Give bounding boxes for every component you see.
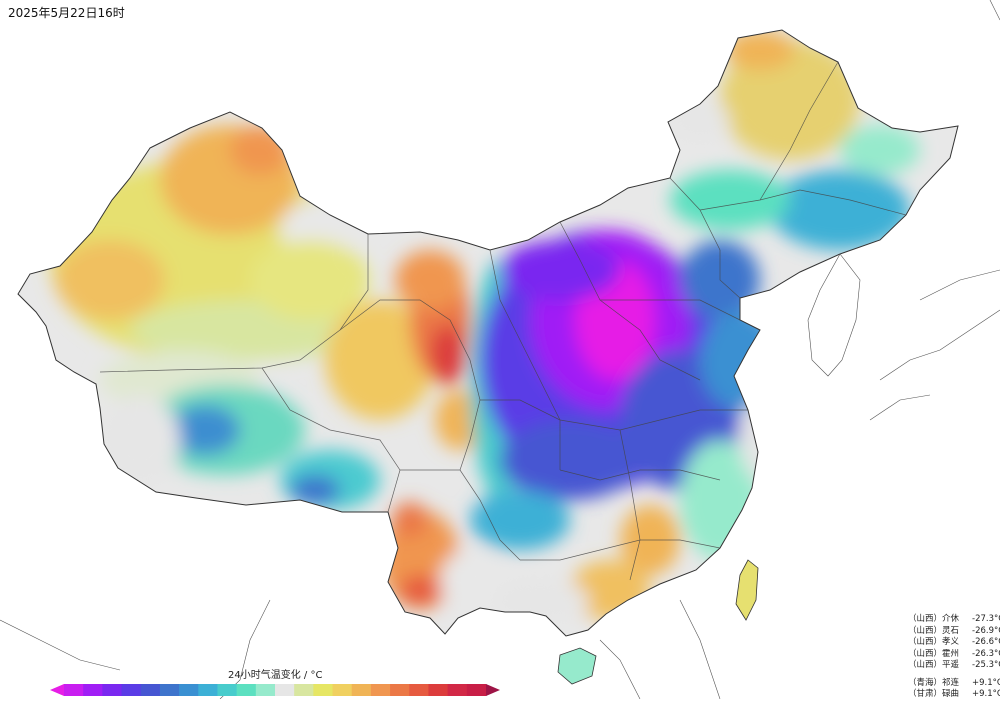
colorbar-bin (255, 684, 276, 696)
warming-row: （甘肃）碌曲 +9.1°C (908, 689, 1000, 701)
station: 碌曲 (942, 689, 960, 699)
value: +9.1°C (972, 677, 1000, 688)
station: 霍州 (942, 648, 960, 659)
colorbar-bin (236, 684, 257, 696)
taiwan-island (735, 559, 759, 621)
colorbar-bin (332, 684, 353, 696)
colorbar-bin (198, 684, 218, 696)
value: +9.1°C (972, 689, 1000, 699)
colorbar-bin (64, 684, 84, 696)
colorbar-bin (390, 684, 410, 696)
province: （山西） (908, 625, 943, 636)
cooling-row: （山西）孝义 -26.6°C (908, 637, 1000, 649)
value: -26.6°C (972, 637, 1000, 647)
value: -25.3°C (972, 660, 1000, 670)
colorbar-bin (351, 684, 372, 696)
map-timestamp: 2025年5月22日16时 (8, 6, 125, 20)
colorbar-bin (447, 684, 468, 696)
colorbar-bin (275, 684, 295, 696)
colorbar-bin (466, 684, 487, 696)
legend-title: 24小时气温变化 / °C (228, 670, 323, 681)
station: 平遥 (942, 660, 960, 670)
colorbar-bin (159, 684, 180, 696)
china-border (17, 29, 959, 637)
province: （青海） (908, 677, 943, 688)
station: 孝义 (942, 637, 960, 647)
colorbar-bin (370, 684, 391, 696)
cooling-row: （山西）平遥 -25.3°C (908, 660, 1000, 672)
cooling-row: （山西）介休 -27.3°C (908, 614, 1000, 626)
station: 祁连 (942, 677, 960, 688)
value: -27.3°C (972, 614, 1000, 624)
hainan-island (557, 647, 597, 685)
extremes-list: （山西）介休-27.3°C （山西）灵石-26.9°C （山西）孝义-26.6°… (908, 614, 1000, 701)
province-boundaries (99, 61, 907, 581)
value: -26.9°C (972, 625, 1000, 636)
cooling-list: （山西）介休-27.3°C （山西）灵石-26.9°C （山西）孝义-26.6°… (908, 614, 1000, 672)
colorbar-bin (50, 684, 64, 696)
colorbar-bin (102, 684, 123, 696)
colorbar-bin (121, 684, 142, 696)
value: -26.3°C (972, 648, 1000, 659)
station: 灵石 (942, 625, 960, 636)
province: （山西） (908, 648, 943, 659)
province: （山西） (908, 660, 943, 670)
cooling-row: （山西）灵石 -26.9°C (908, 626, 1000, 638)
colorbar-bin (83, 684, 103, 696)
colorbar-bin (179, 684, 199, 696)
colorbar-bin (428, 684, 449, 696)
colorbar-bin (217, 684, 238, 696)
cooling-row: （山西）霍州 -26.3°C (908, 649, 1000, 661)
colorbar (50, 684, 500, 696)
colorbar-bin (486, 684, 500, 696)
station: 介休 (942, 614, 960, 624)
warming-list: （青海）祁连 +9.1°C （甘肃）碌曲 +9.1°C (908, 678, 1000, 701)
province: （山西） (908, 637, 943, 647)
warming-row: （青海）祁连 +9.1°C (908, 678, 1000, 690)
province: （甘肃） (908, 689, 943, 699)
province: （山西） (908, 614, 943, 624)
colorbar-bin (140, 684, 161, 696)
colorbar-bin (409, 684, 429, 696)
colorbar-bin (313, 684, 334, 696)
colorbar-bin (294, 684, 314, 696)
